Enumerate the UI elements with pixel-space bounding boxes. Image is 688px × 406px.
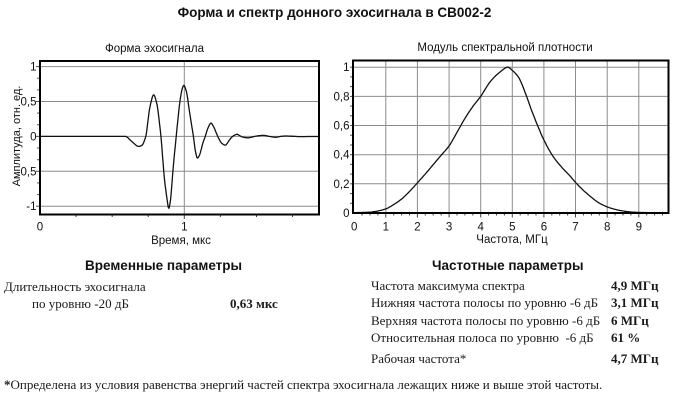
svg-text:1: 1 <box>343 62 349 74</box>
svg-text:5: 5 <box>509 222 515 234</box>
svg-text:-1: -1 <box>26 201 36 213</box>
svg-text:1: 1 <box>30 62 36 74</box>
svg-text:Форма эхосигнала: Форма эхосигнала <box>105 43 205 55</box>
svg-text:-0,5: -0,5 <box>17 166 37 178</box>
svg-text:0,5: 0,5 <box>21 97 37 109</box>
svg-text:0,2: 0,2 <box>334 179 350 191</box>
svg-text:9: 9 <box>636 222 642 234</box>
svg-text:Время, мкс: Время, мкс <box>151 235 211 247</box>
svg-text:Модуль спектральной плотности: Модуль спектральной плотности <box>417 42 592 54</box>
svg-text:0: 0 <box>37 222 43 234</box>
svg-text:0,4: 0,4 <box>334 150 351 162</box>
svg-text:0,6: 0,6 <box>334 121 350 133</box>
svg-text:0: 0 <box>30 131 36 143</box>
svg-text:1: 1 <box>383 222 389 234</box>
svg-text:7: 7 <box>572 222 578 234</box>
svg-text:Частота, МГц: Частота, МГц <box>476 234 548 246</box>
svg-text:0: 0 <box>351 222 357 234</box>
svg-text:3: 3 <box>446 222 452 234</box>
svg-text:0,8: 0,8 <box>334 91 350 103</box>
svg-text:6: 6 <box>541 222 547 234</box>
svg-text:4: 4 <box>477 222 484 234</box>
svg-text:2: 2 <box>414 222 420 234</box>
svg-text:8: 8 <box>604 222 610 234</box>
svg-text:0: 0 <box>343 208 349 220</box>
svg-text:Амплитуда, отн. ед.: Амплитуда, отн. ед. <box>11 86 23 187</box>
svg-text:1: 1 <box>181 222 187 234</box>
